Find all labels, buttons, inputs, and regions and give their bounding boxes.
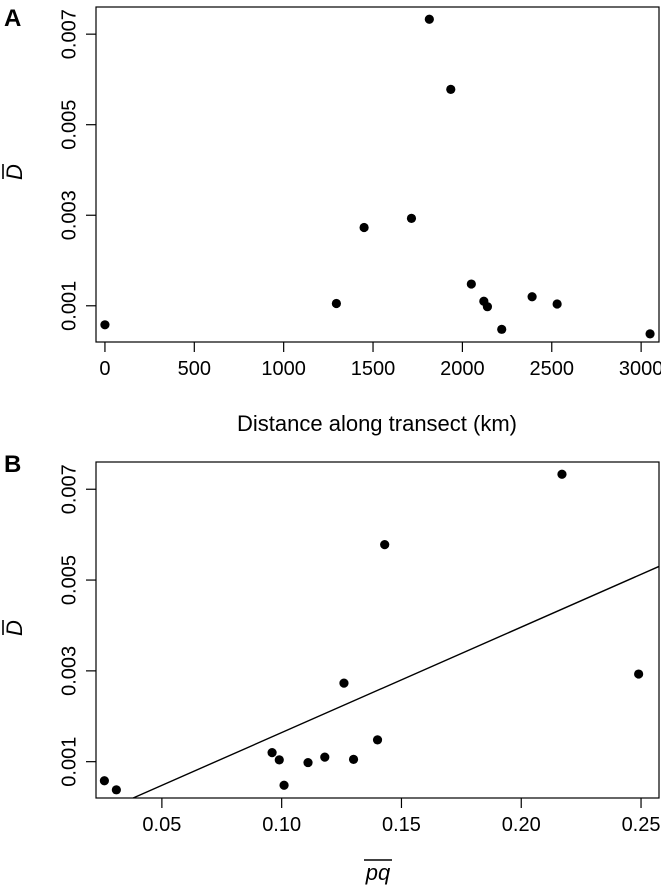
panel-a-data-point — [359, 222, 369, 233]
panel-a-data-point — [331, 298, 341, 309]
panel-a-data-point — [424, 14, 434, 24]
panel-a-x-tick-label: 2500 — [530, 358, 575, 380]
panel-b-data-point — [339, 678, 349, 688]
panel-a-x-tick-label: 1500 — [351, 358, 396, 380]
panel-b-data-point — [372, 735, 383, 745]
panel-b-data-point — [320, 752, 330, 762]
panel-b-y-tick-label: 0.005 — [58, 555, 80, 605]
panel-b-x-tick-label: 0.10 — [262, 814, 301, 836]
panel-a-data-point — [446, 84, 456, 94]
panel-b-y-ticks: 0.001 0.003 0.005 0.007 — [58, 464, 96, 787]
panel-b-y-axis-label: D — [2, 620, 27, 636]
panel-a-data-point — [406, 213, 417, 224]
panel-a-plot-frame — [95, 6, 660, 343]
panel-b-data-point — [380, 540, 390, 550]
panel-a-x-axis-label: Distance along transect (km) — [237, 411, 517, 436]
panel-a-x-ticks: 0 500 1000 1500 2000 2500 3000 — [99, 342, 661, 380]
panel-b-data-point — [267, 747, 277, 758]
panel-a-x-tick-label: 3000 — [619, 358, 661, 380]
panel-b-data-point — [111, 785, 121, 795]
panel-b-plot-frame — [95, 461, 660, 799]
panel-b-tag: B — [4, 451, 21, 478]
panel-a-tag: A — [4, 5, 21, 32]
panel-b-y-tick-label: 0.007 — [58, 464, 80, 514]
panel-a-x-tick-label: 1000 — [261, 358, 306, 380]
panel-b-data-point — [99, 776, 109, 786]
panel-a-points — [100, 14, 655, 339]
panel-a-y-tick-label: 0.003 — [58, 190, 80, 240]
panel-a: A 0 500 1000 1500 2000 2500 3000 0.0010.0030.0… — [2, 5, 661, 436]
panel-b-x-ticks: 0.05 0.10 0.15 0.20 0.25 — [142, 798, 661, 836]
panel-a-y-ticks: 0.001 0.003 0.005 0.007 — [58, 9, 96, 331]
panel-b-x-tick-label: 0.15 — [382, 814, 421, 836]
panel-b-data-point — [279, 780, 289, 790]
panel-b-data-point — [303, 757, 313, 768]
panel-a-data-point — [482, 302, 493, 312]
panel-a-x-tick-label: 2000 — [440, 358, 485, 380]
panel-a-data-point — [100, 320, 110, 330]
panel-b-y-tick-label: 0.001 — [58, 737, 80, 787]
panel-a-x-tick-label: 500 — [178, 358, 211, 380]
panel-b-data-point — [557, 469, 567, 479]
panel-b-data-point — [274, 755, 284, 765]
panel-b-y-tick-label: 0.003 — [58, 646, 80, 696]
panel-a-y-axis-label: D — [2, 164, 27, 180]
panel-b: B 0.05 0.10 0.15 0.20 0.25 0.0010.0030.0050.… — [2, 451, 661, 885]
panel-b-x-tick-label: 0.05 — [142, 814, 181, 836]
panel-b-data-point — [348, 754, 359, 765]
panel-a-data-point — [497, 324, 507, 334]
panel-b-x-axis-label: pq — [365, 860, 391, 885]
panel-a-data-point — [552, 299, 562, 309]
panel-a-y-tick-label: 0.007 — [58, 9, 80, 59]
panel-b-x-tick-label: 0.20 — [502, 814, 541, 836]
panel-b-points — [99, 469, 644, 795]
panel-a-data-point — [466, 279, 476, 289]
panel-a-data-point — [645, 329, 655, 339]
panel-a-y-tick-label: 0.005 — [58, 100, 80, 150]
panel-b-fit-line — [132, 565, 660, 799]
panel-a-y-tick-label: 0.001 — [58, 281, 80, 331]
panel-b-x-tick-label: 0.25 — [622, 814, 661, 836]
panel-b-data-point — [634, 669, 644, 679]
panel-a-x-tick-label: 0 — [99, 358, 110, 380]
panel-a-data-point — [527, 292, 537, 302]
